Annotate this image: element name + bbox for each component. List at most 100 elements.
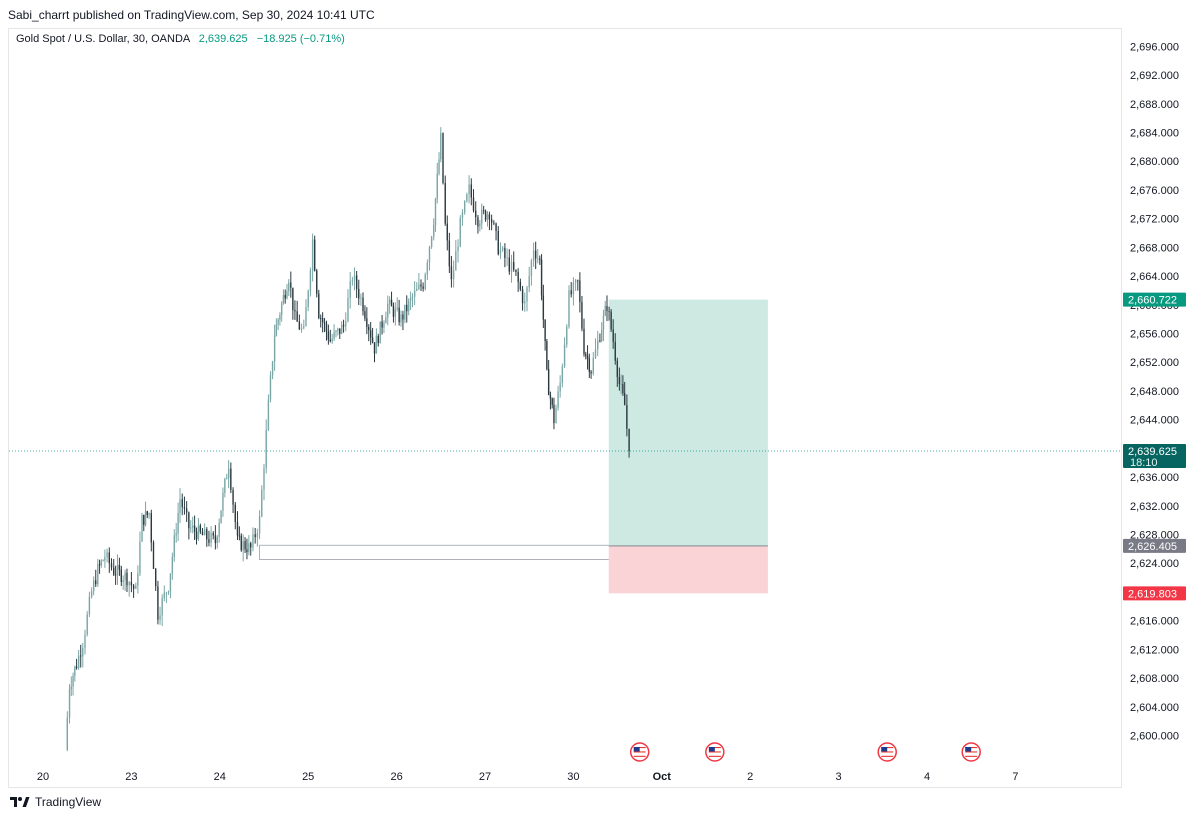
drawn-zone-rectangle[interactable] bbox=[259, 544, 643, 560]
candle-body[interactable] bbox=[377, 335, 379, 344]
candle-body[interactable] bbox=[296, 311, 298, 322]
candle-body[interactable] bbox=[504, 247, 506, 258]
candle-body[interactable] bbox=[144, 511, 147, 525]
candle-body[interactable] bbox=[263, 468, 265, 490]
candle-body[interactable] bbox=[597, 340, 599, 350]
us-flag-icon[interactable] bbox=[705, 742, 725, 762]
candle-body[interactable] bbox=[482, 209, 485, 211]
candle-body[interactable] bbox=[581, 301, 583, 329]
candle-body[interactable] bbox=[114, 574, 117, 576]
candle-body[interactable] bbox=[130, 582, 133, 586]
candle-body[interactable] bbox=[236, 522, 239, 536]
candle-body[interactable] bbox=[307, 290, 309, 308]
candle-body[interactable] bbox=[484, 210, 487, 220]
candle-body[interactable] bbox=[248, 543, 250, 553]
candle-body[interactable] bbox=[418, 284, 420, 289]
candle-body[interactable] bbox=[351, 280, 354, 282]
candle-body[interactable] bbox=[404, 304, 406, 320]
us-flag-icon[interactable] bbox=[877, 742, 897, 762]
candle-body[interactable] bbox=[311, 239, 314, 271]
candle-body[interactable] bbox=[188, 512, 190, 529]
candle-body[interactable] bbox=[588, 358, 591, 372]
candle-body[interactable] bbox=[116, 565, 119, 576]
candle-body[interactable] bbox=[544, 319, 546, 342]
candle-body[interactable] bbox=[210, 533, 212, 543]
candle-body[interactable] bbox=[331, 338, 333, 342]
candle-body[interactable] bbox=[199, 525, 202, 532]
candle-body[interactable] bbox=[327, 331, 330, 340]
candle-body[interactable] bbox=[566, 326, 568, 345]
candle-body[interactable] bbox=[98, 564, 101, 566]
candle-body[interactable] bbox=[118, 565, 121, 570]
candle-body[interactable] bbox=[74, 666, 76, 676]
candle-body[interactable] bbox=[157, 586, 159, 620]
candle-body[interactable] bbox=[218, 523, 220, 537]
candle-body[interactable] bbox=[309, 270, 312, 291]
candle-body[interactable] bbox=[265, 429, 267, 469]
candle-body[interactable] bbox=[428, 247, 431, 263]
candle-body[interactable] bbox=[549, 394, 552, 399]
candle-body[interactable] bbox=[261, 489, 263, 517]
candle-body[interactable] bbox=[345, 321, 347, 327]
candle-body[interactable] bbox=[275, 324, 278, 336]
candle-body[interactable] bbox=[555, 407, 557, 423]
candle-body[interactable] bbox=[181, 499, 183, 508]
candle-body[interactable] bbox=[433, 225, 435, 237]
candle-body[interactable] bbox=[185, 508, 188, 513]
candle-body[interactable] bbox=[161, 598, 163, 616]
candle-body[interactable] bbox=[499, 249, 502, 255]
candle-body[interactable] bbox=[333, 332, 335, 339]
candle-body[interactable] bbox=[230, 468, 232, 490]
candle-body[interactable] bbox=[528, 275, 530, 288]
candle-body[interactable] bbox=[286, 291, 288, 299]
candle-body[interactable] bbox=[269, 375, 272, 400]
candle-body[interactable] bbox=[501, 247, 504, 250]
candle-body[interactable] bbox=[294, 310, 296, 312]
candle-body[interactable] bbox=[252, 534, 254, 548]
candle-body[interactable] bbox=[557, 391, 559, 408]
candle-body[interactable] bbox=[413, 290, 416, 297]
candle-body[interactable] bbox=[424, 274, 426, 289]
candle-body[interactable] bbox=[594, 349, 597, 358]
candle-body[interactable] bbox=[325, 323, 328, 332]
candle-body[interactable] bbox=[623, 393, 626, 406]
candle-body[interactable] bbox=[222, 492, 224, 511]
candle-body[interactable] bbox=[426, 262, 429, 275]
candle-body[interactable] bbox=[68, 689, 71, 718]
candle-body[interactable] bbox=[402, 314, 404, 320]
candle-body[interactable] bbox=[366, 318, 368, 327]
footer-branding[interactable]: TradingView bbox=[10, 795, 101, 809]
candle-body[interactable] bbox=[371, 337, 374, 343]
candle-body[interactable] bbox=[468, 184, 470, 195]
candle-body[interactable] bbox=[547, 369, 550, 395]
candle-body[interactable] bbox=[335, 330, 337, 333]
candle-body[interactable] bbox=[553, 404, 555, 423]
candle-body[interactable] bbox=[517, 272, 519, 282]
candle-body[interactable] bbox=[416, 288, 418, 291]
candle-body[interactable] bbox=[362, 297, 364, 312]
candle-body[interactable] bbox=[388, 299, 391, 304]
candle-body[interactable] bbox=[234, 504, 236, 523]
candle-body[interactable] bbox=[242, 541, 244, 551]
candle-body[interactable] bbox=[513, 262, 515, 270]
candle-body[interactable] bbox=[256, 533, 259, 538]
candle-body[interactable] bbox=[539, 258, 541, 260]
candle-body[interactable] bbox=[519, 281, 522, 290]
candle-body[interactable] bbox=[298, 321, 301, 330]
candle-body[interactable] bbox=[224, 478, 226, 493]
candle-body[interactable] bbox=[436, 173, 438, 199]
candle-body[interactable] bbox=[406, 304, 408, 312]
candle-body[interactable] bbox=[577, 280, 579, 282]
candle-body[interactable] bbox=[113, 567, 115, 575]
candle-body[interactable] bbox=[191, 525, 194, 528]
candle-body[interactable] bbox=[139, 541, 141, 574]
candle-body[interactable] bbox=[551, 398, 553, 405]
candle-body[interactable] bbox=[524, 301, 526, 304]
candle-body[interactable] bbox=[612, 329, 614, 342]
candle-body[interactable] bbox=[163, 592, 165, 599]
candle-body[interactable] bbox=[396, 307, 398, 309]
candle-body[interactable] bbox=[438, 159, 440, 174]
candle-body[interactable] bbox=[420, 284, 422, 287]
candle-body[interactable] bbox=[479, 223, 481, 227]
